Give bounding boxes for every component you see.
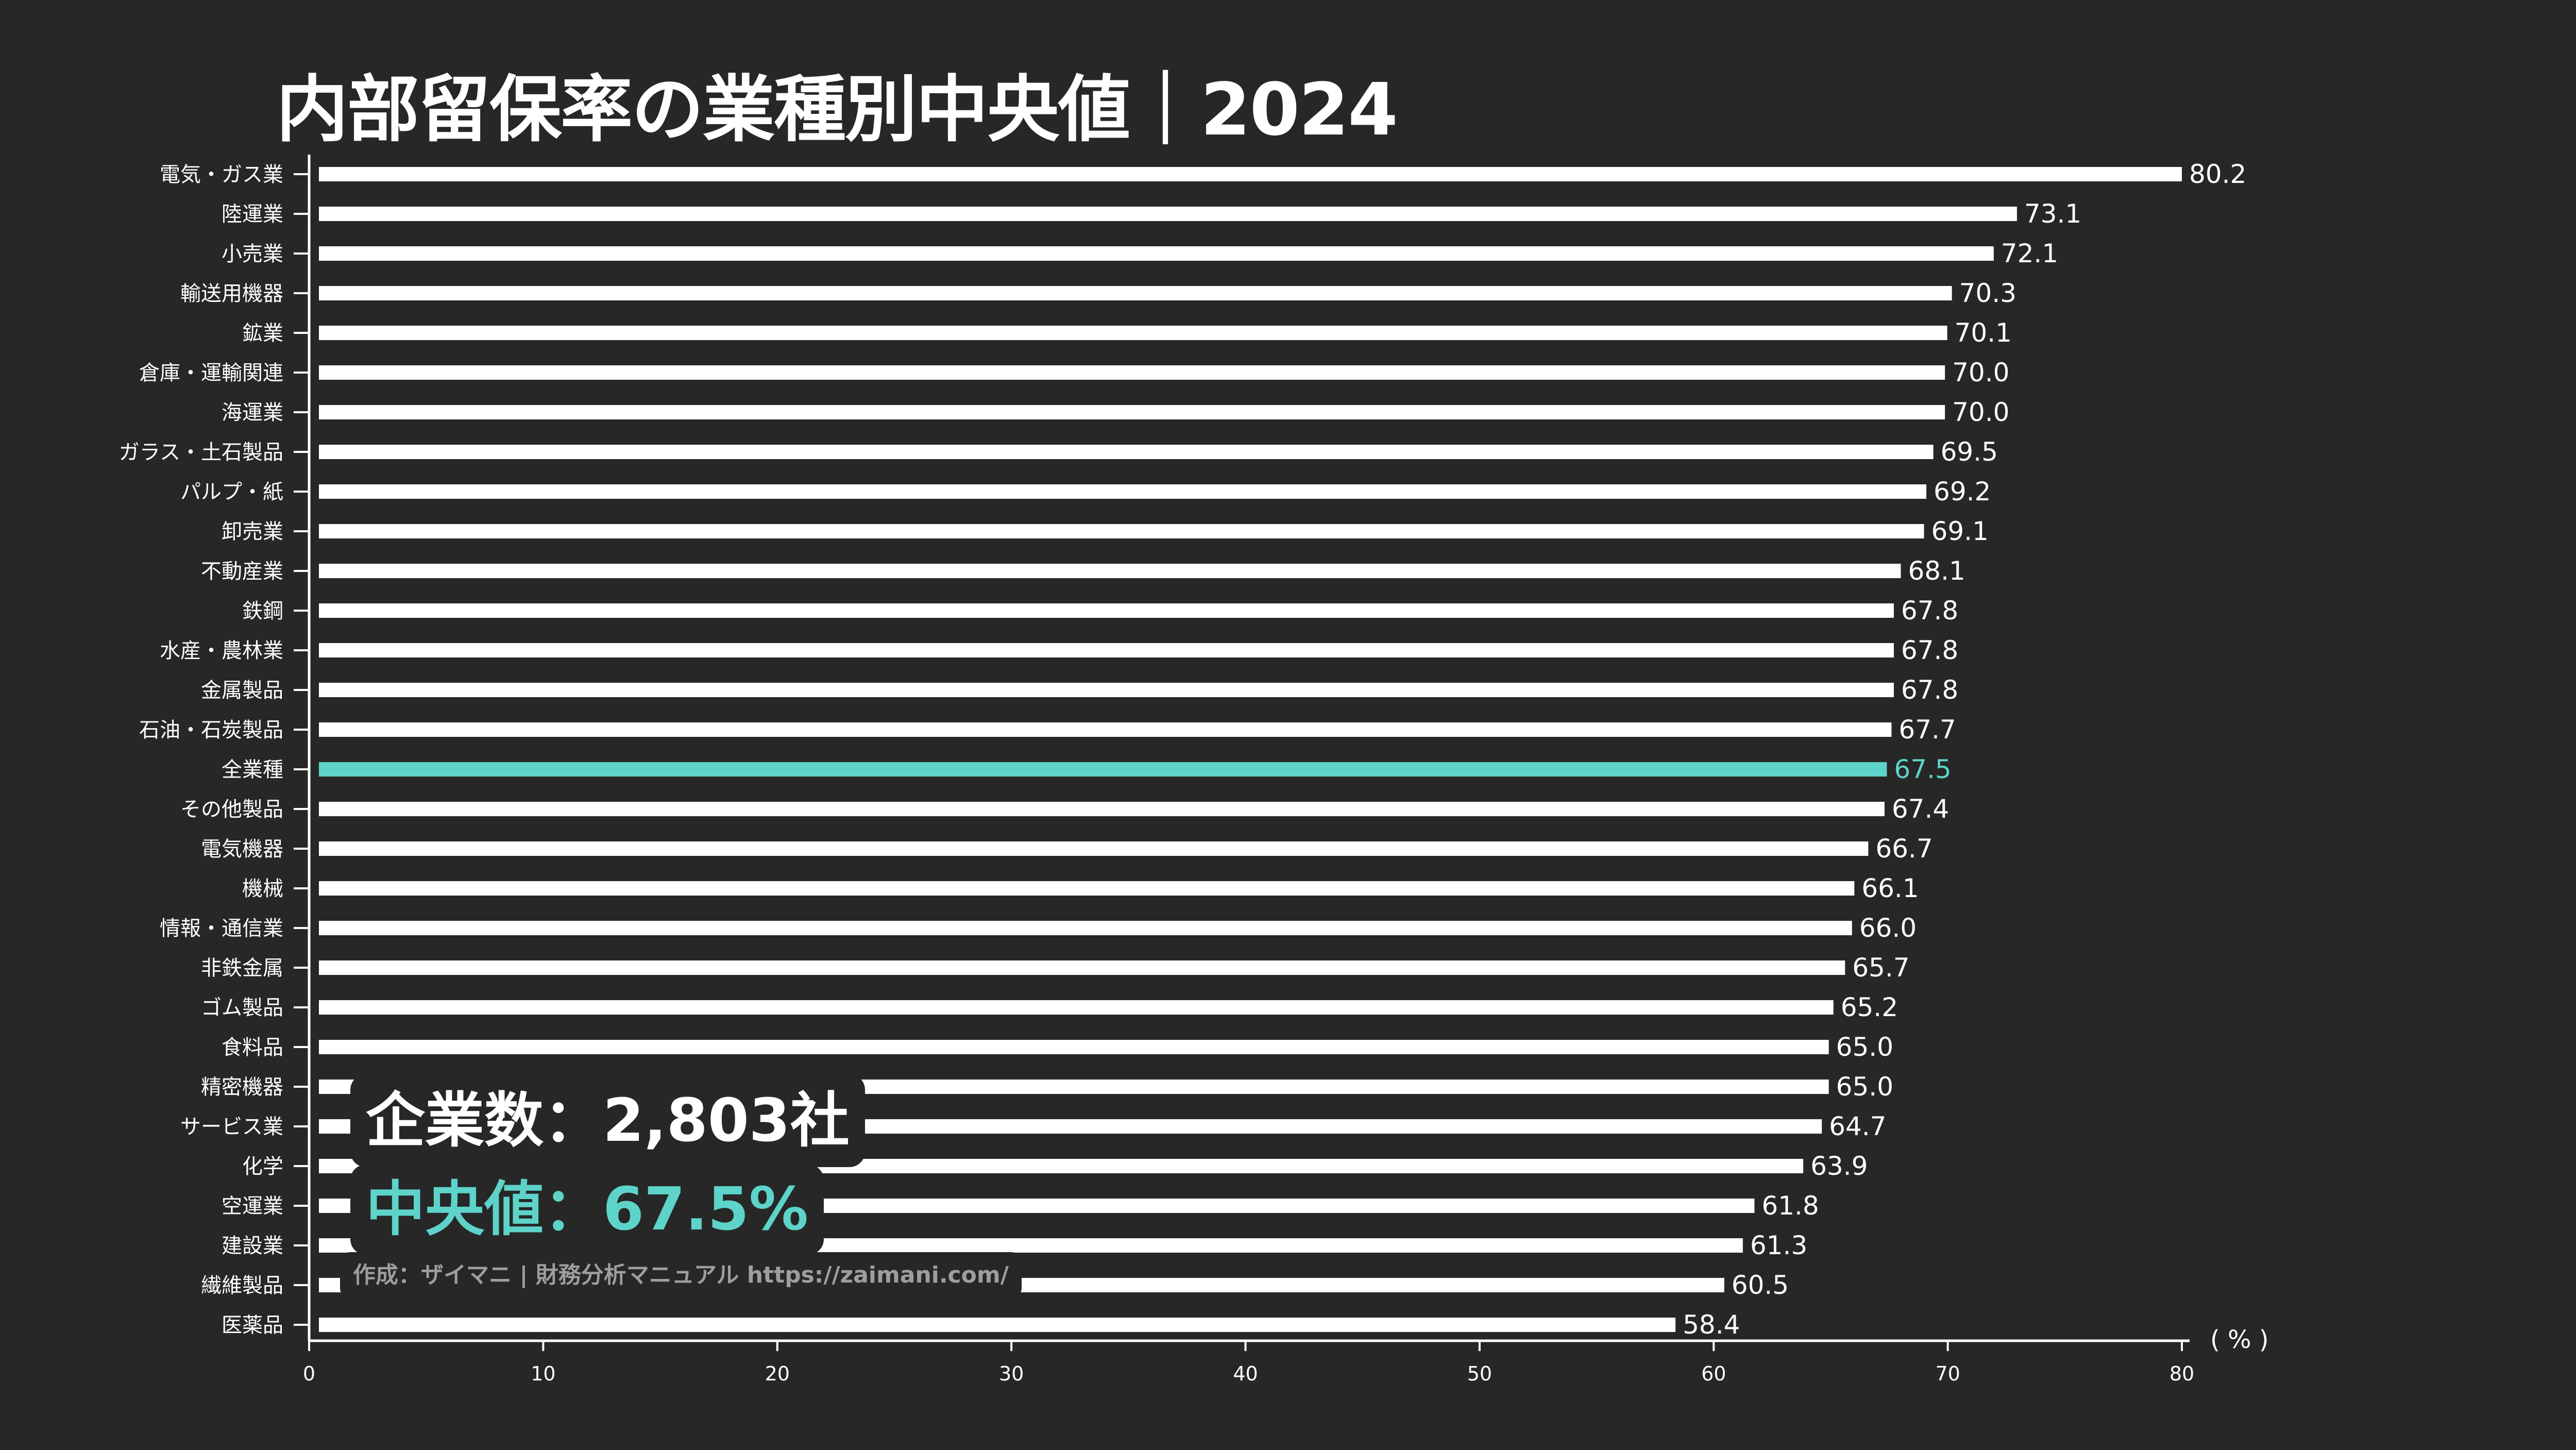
category-label: 輸送用機器 (180, 282, 283, 306)
bar (319, 286, 1952, 300)
bar (319, 484, 1927, 499)
value-label: 67.4 (1892, 794, 1949, 824)
value-label: 67.8 (1901, 635, 1958, 665)
category-label: 建設業 (222, 1234, 283, 1258)
value-label: 70.0 (1952, 358, 2009, 387)
bar (319, 1318, 1676, 1332)
x-tick-label: 70 (1935, 1362, 1960, 1385)
value-label: 65.2 (1841, 992, 1898, 1022)
value-label: 72.1 (2001, 239, 2058, 268)
value-label: 65.7 (1852, 953, 1909, 983)
x-unit-label: ( % ) (2210, 1325, 2269, 1354)
x-tick-label: 80 (2170, 1362, 2194, 1385)
value-label: 67.7 (1899, 715, 1956, 745)
category-label: 陸運業 (222, 203, 283, 226)
bar (319, 603, 1894, 618)
value-label: 66.7 (1875, 834, 1933, 864)
bar (319, 881, 1855, 896)
category-label: 全業種 (222, 758, 283, 782)
bar (319, 762, 1887, 777)
value-label: 58.4 (1683, 1310, 1740, 1340)
category-label: 水産・農林業 (160, 639, 283, 663)
category-label: ガラス・土石製品 (119, 441, 283, 464)
bar (319, 365, 1945, 380)
category-label: 不動産業 (201, 560, 283, 583)
category-label: ゴム製品 (201, 996, 283, 1020)
bar (319, 802, 1885, 816)
value-label: 61.3 (1750, 1230, 1807, 1260)
category-label: 情報・通信業 (160, 917, 283, 940)
x-tick-label: 0 (303, 1362, 315, 1385)
value-label: 67.8 (1901, 675, 1958, 705)
value-label: 69.5 (1941, 437, 1998, 467)
category-label: 化学 (242, 1155, 283, 1178)
value-label: 67.5 (1894, 754, 1951, 784)
bar (319, 841, 1869, 856)
category-label: 電気・ガス業 (160, 163, 283, 187)
value-label: 63.9 (1810, 1151, 1868, 1181)
category-label: 精密機器 (201, 1075, 283, 1099)
category-label: 小売業 (222, 242, 283, 266)
category-label: その他製品 (180, 798, 283, 821)
value-label: 68.1 (1908, 556, 1965, 586)
value-label: 65.0 (1836, 1072, 1893, 1102)
category-label: サービス業 (180, 1115, 283, 1139)
bar (319, 643, 1894, 657)
value-label: 65.0 (1836, 1032, 1893, 1062)
x-tick-label: 60 (1701, 1362, 1726, 1385)
value-label: 70.1 (1955, 318, 2012, 348)
x-tick-label: 30 (999, 1362, 1024, 1385)
chart-title: 内部留保率の業種別中央値｜2024 (276, 68, 1398, 152)
value-label: 80.2 (2189, 159, 2246, 189)
category-label: 非鉄金属 (201, 956, 283, 980)
bar (319, 1040, 1829, 1054)
category-label: 電気機器 (201, 837, 283, 861)
value-label: 70.0 (1952, 397, 2009, 427)
value-label: 66.1 (1861, 873, 1919, 903)
category-label: 石油・石炭製品 (139, 718, 283, 742)
category-label: 繊維製品 (201, 1274, 283, 1297)
bar (319, 524, 1924, 538)
bar (319, 722, 1892, 737)
value-label: 70.3 (1959, 278, 2016, 308)
category-label: パルプ・紙 (180, 480, 283, 504)
value-label: 64.7 (1829, 1111, 1886, 1141)
value-label: 66.0 (1859, 913, 1917, 943)
x-tick-label: 40 (1233, 1362, 1258, 1385)
value-label: 67.8 (1901, 596, 1958, 626)
category-label: 機械 (242, 877, 283, 901)
credit-text: 作成：ザイマニ | 財務分析マニュアル https://zaimani.com/ (340, 1252, 1022, 1299)
value-label: 69.1 (1931, 516, 1989, 546)
value-label: 69.2 (1934, 477, 1991, 507)
category-label: 食料品 (222, 1036, 283, 1059)
bar (319, 326, 1947, 340)
bar (319, 445, 1934, 459)
x-tick-label: 10 (531, 1362, 555, 1385)
category-label: 鉄鋼 (242, 599, 283, 623)
x-tick-label: 50 (1467, 1362, 1492, 1385)
category-label: 空運業 (222, 1194, 283, 1218)
value-label: 73.1 (2024, 199, 2081, 229)
bar (319, 1000, 1834, 1015)
category-label: 海運業 (222, 401, 283, 425)
bar (319, 405, 1945, 419)
bar (319, 167, 2182, 181)
x-tick-label: 20 (765, 1362, 790, 1385)
bar (319, 960, 1845, 975)
category-label: 金属製品 (201, 679, 283, 702)
value-label: 60.5 (1732, 1270, 1789, 1300)
bar (319, 921, 1852, 935)
category-label: 卸売業 (222, 520, 283, 544)
category-label: 倉庫・運輸関連 (139, 361, 283, 385)
company-count-label: 企業数：2,803社 (350, 1074, 865, 1167)
bar (319, 564, 1901, 578)
bar (319, 207, 2017, 221)
bar (319, 246, 1994, 261)
category-label: 鉱業 (242, 322, 283, 345)
value-label: 61.8 (1761, 1191, 1819, 1221)
category-label: 医薬品 (222, 1313, 283, 1337)
median-label: 中央値：67.5% (350, 1165, 824, 1255)
bar (319, 683, 1894, 697)
